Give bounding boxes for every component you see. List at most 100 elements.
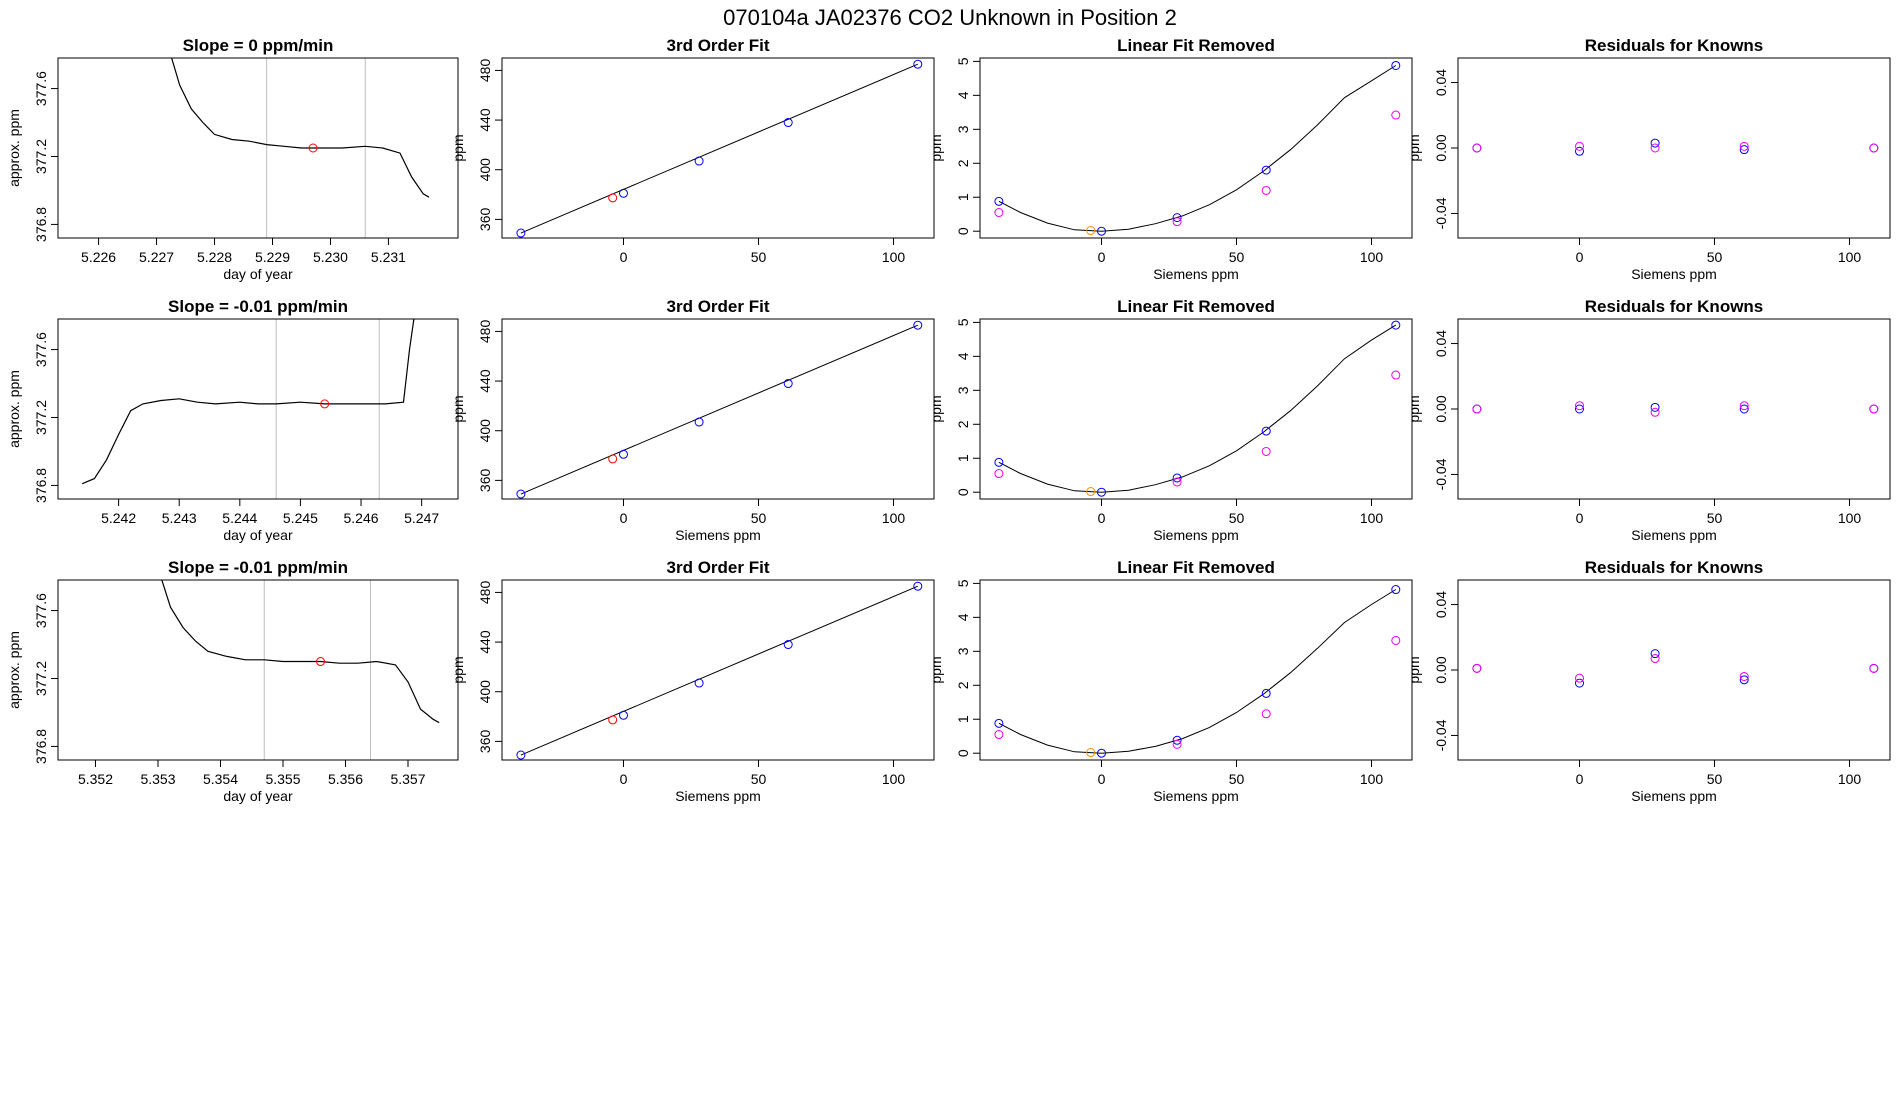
y-tick-label: 0 [955,749,971,757]
x-axis-label: day of year [223,788,293,804]
y-tick-label: 400 [477,419,493,443]
y-tick-label: 360 [477,207,493,231]
y-tick-label: 400 [477,680,493,704]
y-tick-label: 4 [955,352,971,360]
y-axis-label: ppm [450,656,466,683]
data-point-blue [783,118,793,128]
x-axis-label: Siemens ppm [1153,527,1239,543]
plot-frame [57,579,459,761]
fit-curve [998,324,1397,493]
y-tick-label: -0.04 [1433,719,1449,751]
data-point-blue [994,718,1004,728]
y-axis-label: ppm [928,656,944,683]
y-tick-label: 5 [955,579,971,587]
y-tick-label: 0.00 [1433,656,1449,683]
data-point-magenta [1739,141,1749,151]
plot-marks [994,320,1401,497]
x-tick-label: 5.244 [222,510,257,526]
x-tick-label: 100 [1360,249,1384,265]
data-point-red [608,715,618,725]
data-point-blue [783,379,793,389]
chart-title: Linear Fit Removed [1117,297,1275,316]
data-point-blue [1391,585,1401,595]
data-point-blue [1650,649,1660,659]
y-tick-label: 440 [477,630,493,654]
plot-frame [1457,579,1891,761]
x-tick-label: 100 [1838,510,1862,526]
y-tick-label: 2 [955,681,971,689]
panel-r0-c0-slope-0-ppm-min: Slope = 0 ppm/min 5.226 5.227 5.228 5.229 5.2… [6,36,459,282]
plot-marks [516,59,923,238]
data-point-magenta [1472,404,1482,414]
y-tick-label: 400 [477,158,493,182]
data-point-magenta [1575,401,1584,411]
plot-marks [81,319,415,499]
plot-marks [994,585,1401,758]
data-point-blue [1172,213,1182,223]
x-tick-label: 5.242 [101,510,136,526]
plot-frame [979,579,1413,761]
data-point-magenta [1650,407,1660,417]
y-tick-label: 2 [955,420,971,428]
x-axis-label: Siemens ppm [675,527,761,543]
y-axis-label: approx. ppm [6,109,22,187]
data-point-magenta [1261,185,1271,195]
x-tick-label: 50 [1229,771,1245,787]
plot-frame [1457,318,1891,500]
plot-frame [1457,57,1891,239]
x-tick-label: 0 [620,249,628,265]
y-axis-label: ppm [928,134,944,161]
y-tick-label: -0.04 [1433,458,1449,490]
y-tick-label: 3 [955,647,971,655]
data-point-magenta [1172,477,1182,487]
plot-marks [161,580,440,760]
data-point-blue [694,417,704,427]
y-tick-label: 377.2 [33,400,49,435]
chart-title: Residuals for Knowns [1585,36,1764,55]
plot-marks [516,320,923,499]
data-point-blue [619,449,628,459]
chart-title: Linear Fit Removed [1117,36,1275,55]
x-tick-label: 100 [1360,510,1384,526]
data-point-blue [516,489,526,499]
y-axis-label: ppm [1406,134,1422,161]
x-tick-label: 5.247 [404,510,439,526]
y-tick-label: 0 [955,227,971,235]
x-tick-label: 5.355 [265,771,300,787]
y-tick-label: 5 [955,57,971,65]
data-series-line [81,319,415,485]
plot-frame [501,579,935,761]
y-axis-label: ppm [450,395,466,422]
data-point-magenta [1391,635,1401,645]
panel-r0-c3-residuals-for-knowns: Residuals for Knowns 0 50 100 -0.04 0.00 0.04 S… [1406,36,1891,282]
fit-line [520,585,918,756]
data-point-blue [913,59,923,69]
data-point-red [608,193,618,203]
x-tick-label: 5.230 [313,249,348,265]
x-tick-label: 0 [1098,249,1106,265]
y-tick-label: 440 [477,108,493,132]
mean-point-marker [308,143,318,153]
x-tick-label: 50 [1707,249,1723,265]
data-point-magenta [1869,143,1879,153]
data-point-magenta [1391,370,1401,380]
y-tick-label: 3 [955,386,971,394]
data-point-blue [1739,145,1749,155]
y-tick-label: 377.6 [33,71,49,106]
plot-marks [994,60,1401,236]
x-axis-label: Siemens ppm [1631,788,1717,804]
x-tick-label: 0 [1576,771,1584,787]
data-point-magenta [1391,110,1401,120]
y-tick-label: 480 [477,320,493,344]
x-tick-label: 100 [882,771,906,787]
y-tick-label: 360 [477,468,493,492]
data-point-magenta [1172,217,1182,227]
data-point-magenta [1261,446,1271,456]
data-point-blue [913,581,923,591]
data-point-red [608,454,618,464]
data-point-magenta [994,730,1004,740]
x-axis-label: Siemens ppm [675,788,761,804]
data-series-line [171,58,430,198]
x-tick-label: 50 [1707,510,1723,526]
